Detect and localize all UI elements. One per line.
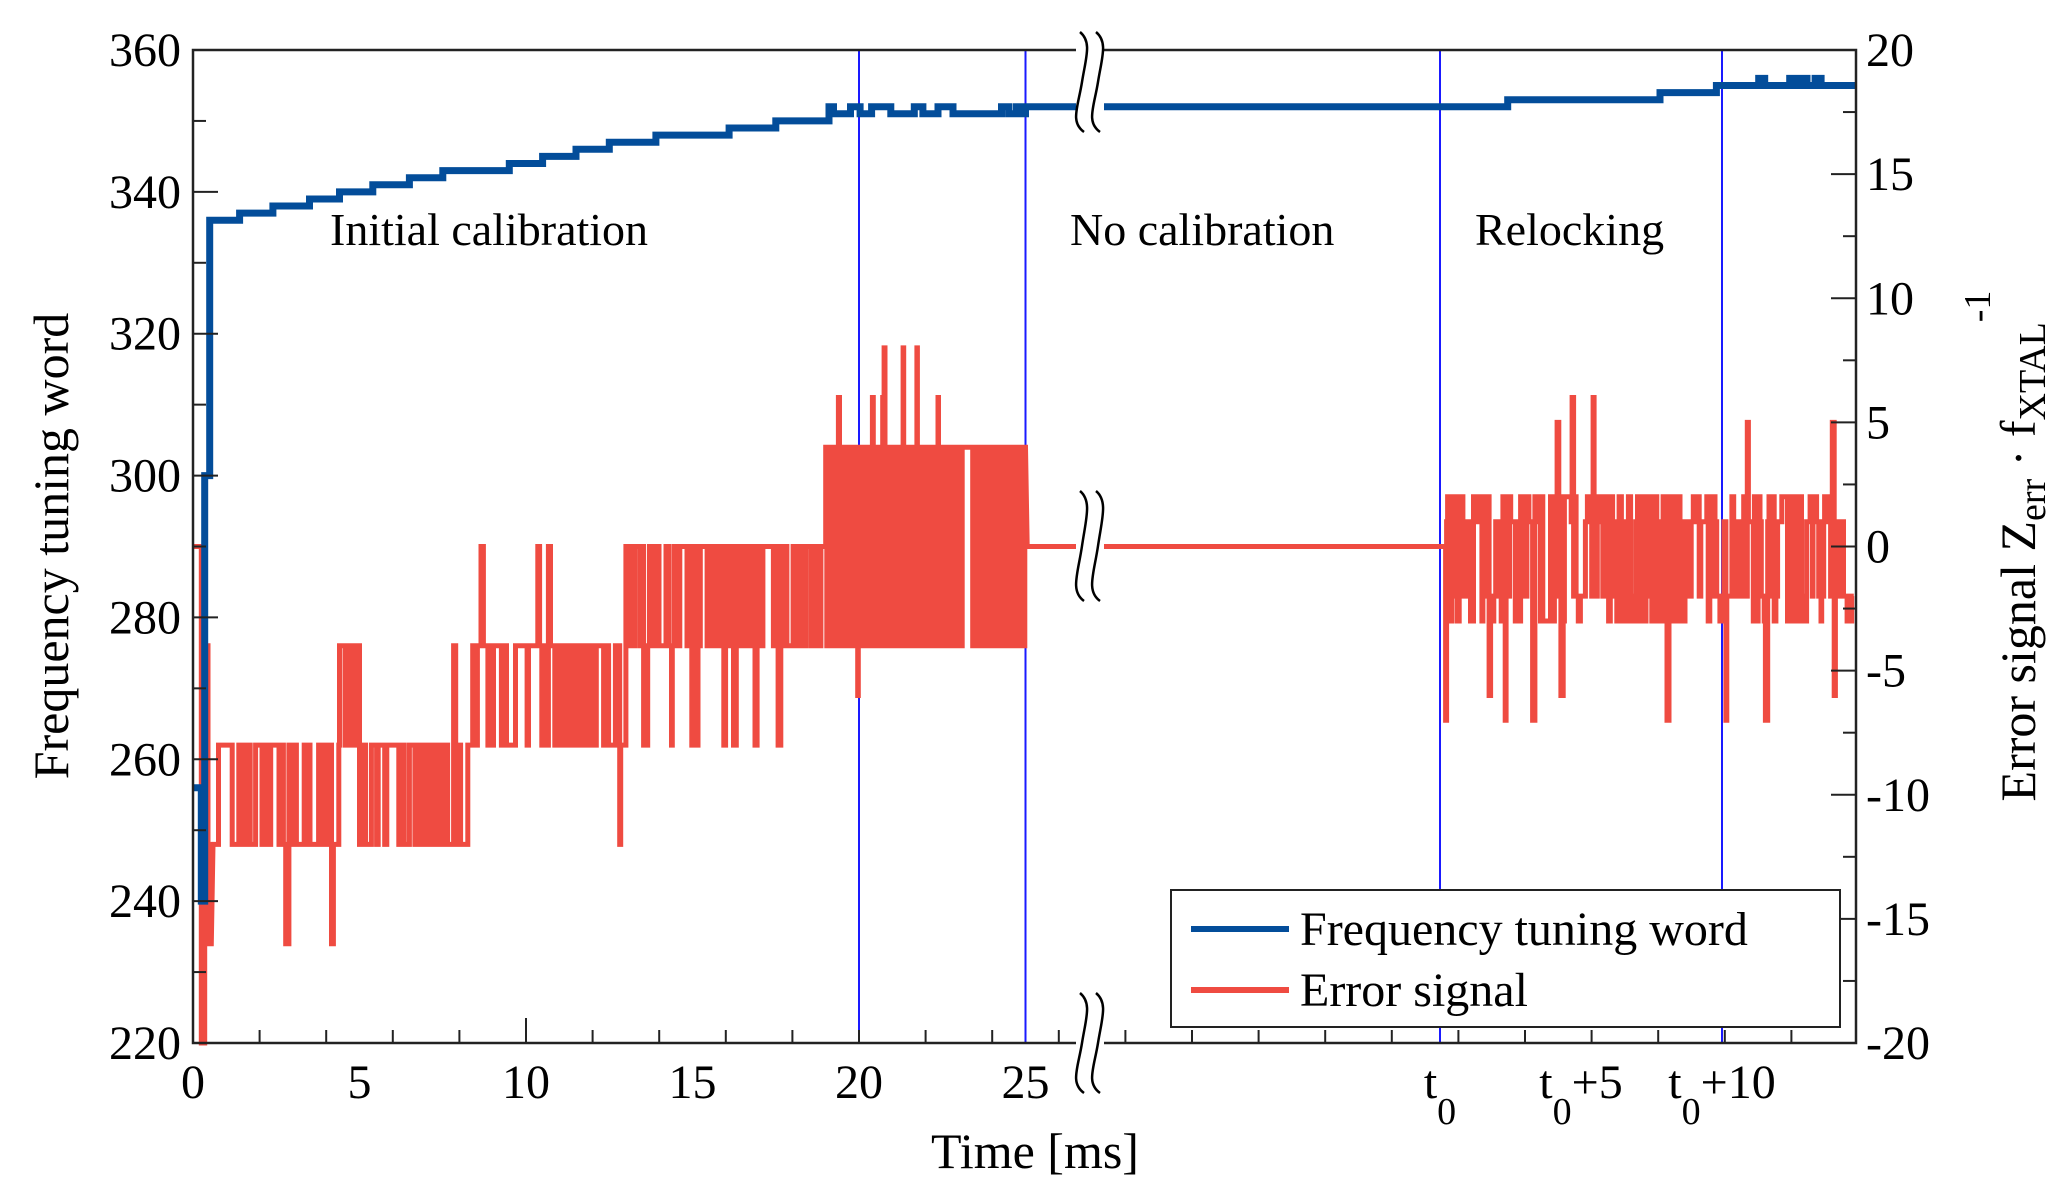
x-tick-label: 5 — [348, 1056, 372, 1109]
y-left-tick-label: 320 — [109, 308, 181, 361]
error-signal-line — [194, 345, 1855, 1046]
axes — [191, 31, 1858, 1095]
axis-break-curve — [1074, 31, 1089, 134]
axis-break-gap — [1076, 32, 1104, 132]
labels: 220 240 260 280 300 320 340 360 -20 -15 -10 -5 0 5 10 1… — [109, 24, 1930, 1133]
legend-box — [1170, 889, 1841, 1028]
y-left-tick-label: 280 — [109, 591, 181, 644]
y-left-tick-label: 260 — [109, 733, 181, 786]
y-right-tick-label: -5 — [1866, 645, 1906, 698]
y-right-tick-label: 10 — [1866, 272, 1914, 325]
x-tick-label: 0 — [181, 1056, 205, 1109]
series-layer — [193, 74, 1856, 1046]
tick-sub: 0 — [1682, 1091, 1701, 1133]
y-axis-left-title: Frequency tuning word — [23, 313, 79, 780]
axis-break-gap — [1076, 993, 1104, 1093]
x-tick-label: 15 — [669, 1056, 717, 1109]
axis-break-gap — [1076, 491, 1104, 601]
y-left-tick-label: 220 — [109, 1017, 181, 1070]
legend-label-error: Error signal — [1300, 964, 1528, 1017]
legend: Frequency tuning word Error signal — [1170, 889, 1841, 1028]
x-tick-label-relocking: t0 — [1424, 1056, 1456, 1133]
y-axis-right-title: Error signal Zerr · fXTAL -1 — [1957, 291, 2054, 802]
x-tick-label-relocking: t0+5 — [1539, 1056, 1622, 1133]
right-title-sup: -1 — [1957, 291, 1999, 323]
axis-break-curve — [1074, 992, 1089, 1095]
tick-t: t — [1539, 1056, 1553, 1109]
y-right-tick-label: 15 — [1866, 148, 1914, 201]
axis-break-top — [1074, 31, 1105, 134]
frequency-tuning-word-line — [193, 74, 1856, 905]
y-left-tick-label: 300 — [109, 450, 181, 503]
region-label-initial-calibration: Initial calibration — [330, 204, 648, 255]
right-title-sub1: err — [2012, 478, 2054, 521]
region-label-no-calibration: No calibration — [1070, 204, 1334, 255]
y-right-tick-label: 5 — [1866, 396, 1890, 449]
axis-break-curve — [1090, 992, 1105, 1095]
tick-t: t — [1668, 1056, 1682, 1109]
y-left-tick-label: 340 — [109, 166, 181, 219]
y-right-tick-label: 20 — [1866, 24, 1914, 77]
y-left-tick-label: 360 — [109, 24, 181, 77]
right-title-prefix: Error signal Z — [1990, 521, 2046, 801]
x-tick-label-relocking: t0+10 — [1668, 1056, 1775, 1133]
x-tick-label: 20 — [835, 1056, 883, 1109]
axis-break-middle — [1074, 490, 1105, 603]
region-label-relocking: Relocking — [1475, 204, 1664, 255]
y-right-tick-label: -20 — [1866, 1017, 1930, 1070]
y-right-tick-label: -15 — [1866, 893, 1930, 946]
tick-suffix: +10 — [1701, 1056, 1776, 1109]
region-labels: Initial calibration No calibration Reloc… — [330, 204, 1664, 255]
tick-sub: 0 — [1437, 1091, 1456, 1133]
axis-break-curve — [1074, 490, 1089, 603]
right-title-middle: · f — [1990, 420, 2046, 479]
y-right-tick-label: 0 — [1866, 521, 1890, 574]
right-title-sub2: XTAL — [2012, 322, 2054, 420]
axis-break-curve — [1090, 31, 1105, 134]
tick-suffix: +5 — [1572, 1056, 1623, 1109]
legend-label-ftw: Frequency tuning word — [1300, 903, 1748, 956]
axis-break-bottom — [1074, 992, 1105, 1095]
x-tick-label: 25 — [1002, 1056, 1050, 1109]
y-left-tick-label: 240 — [109, 875, 181, 928]
x-axis-title: Time [ms] — [931, 1123, 1139, 1179]
tick-t: t — [1424, 1056, 1438, 1109]
y-right-tick-label: -10 — [1866, 769, 1930, 822]
x-tick-label: 10 — [502, 1056, 550, 1109]
axis-break-curve — [1090, 490, 1105, 603]
tick-sub: 0 — [1553, 1091, 1572, 1133]
